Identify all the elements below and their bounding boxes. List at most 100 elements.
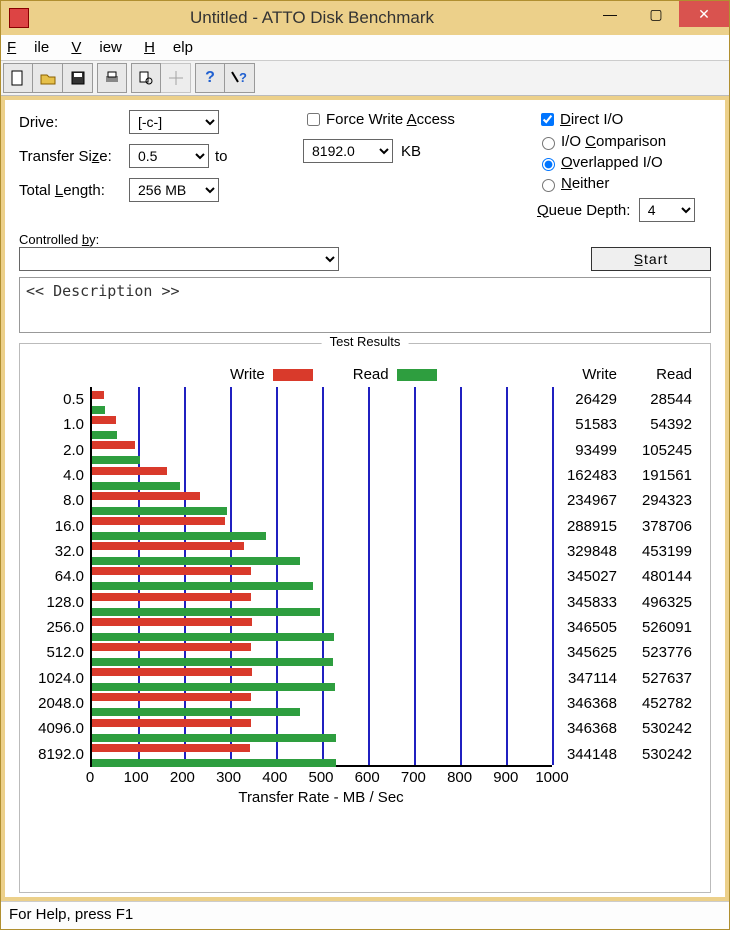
save-icon[interactable] xyxy=(63,63,93,93)
write-value: 162483 xyxy=(552,463,617,488)
x-tick: 300 xyxy=(216,769,241,786)
kb-label: KB xyxy=(401,143,421,160)
io-comparison-radio[interactable] xyxy=(542,137,555,150)
legend-read-swatch xyxy=(397,369,437,381)
whatsthis-icon[interactable]: ? xyxy=(225,63,255,93)
write-value: 347114 xyxy=(552,666,617,691)
neither-label: Neither xyxy=(561,175,609,192)
toolbar: ? ? xyxy=(1,61,729,96)
results-title: Test Results xyxy=(322,334,409,349)
y-label: 128.0 xyxy=(28,590,90,615)
drive-label: Drive: xyxy=(19,114,129,131)
read-value: 378706 xyxy=(627,514,692,539)
overlapped-label: Overlapped I/O xyxy=(561,154,663,171)
read-value: 496325 xyxy=(627,590,692,615)
svg-text:?: ? xyxy=(239,70,247,85)
write-value: 93499 xyxy=(552,438,617,463)
write-value: 288915 xyxy=(552,514,617,539)
tlen-label: Total Length: xyxy=(19,182,129,199)
y-label: 0.5 xyxy=(28,387,90,412)
y-label: 512.0 xyxy=(28,640,90,665)
y-label: 16.0 xyxy=(28,514,90,539)
read-value: 54392 xyxy=(627,412,692,437)
move-icon[interactable] xyxy=(161,63,191,93)
titlebar[interactable]: Untitled - ATTO Disk Benchmark — ▢ ✕ xyxy=(1,1,729,35)
tlen-select[interactable]: 256 MB xyxy=(129,178,219,202)
x-tick: 400 xyxy=(262,769,287,786)
status-bar: For Help, press F1 xyxy=(1,901,729,929)
qdepth-label: Queue Depth: xyxy=(537,202,630,219)
x-tick: 600 xyxy=(355,769,380,786)
y-label: 256.0 xyxy=(28,615,90,640)
menu-help[interactable]: Help xyxy=(144,39,193,56)
read-value: 453199 xyxy=(627,539,692,564)
x-tick: 500 xyxy=(308,769,333,786)
y-label: 8192.0 xyxy=(28,742,90,767)
read-value: 523776 xyxy=(627,640,692,665)
read-value: 530242 xyxy=(627,742,692,767)
read-value: 191561 xyxy=(627,463,692,488)
tsize-to-select[interactable]: 8192.0 xyxy=(303,139,393,163)
y-label: 64.0 xyxy=(28,564,90,589)
write-value: 344148 xyxy=(552,742,617,767)
controlled-by-select[interactable] xyxy=(19,247,339,271)
write-value: 26429 xyxy=(552,387,617,412)
x-axis-label: Transfer Rate - MB / Sec xyxy=(238,789,403,806)
x-tick: 100 xyxy=(124,769,149,786)
minimize-button[interactable]: — xyxy=(587,1,633,27)
read-value: 530242 xyxy=(627,716,692,741)
read-value: 480144 xyxy=(627,564,692,589)
y-label: 32.0 xyxy=(28,539,90,564)
write-value: 234967 xyxy=(552,488,617,513)
window-title: Untitled - ATTO Disk Benchmark xyxy=(37,8,587,28)
io-comparison-label: I/O Comparison xyxy=(561,133,666,150)
force-write-label: Force Write Access xyxy=(326,111,455,128)
legend-write-swatch xyxy=(273,369,313,381)
y-label: 4.0 xyxy=(28,463,90,488)
write-value: 329848 xyxy=(552,539,617,564)
write-value: 346368 xyxy=(552,691,617,716)
menu-file[interactable]: File xyxy=(7,39,49,56)
open-icon[interactable] xyxy=(33,63,63,93)
new-icon[interactable] xyxy=(3,63,33,93)
y-label: 2.0 xyxy=(28,438,90,463)
write-value: 345833 xyxy=(552,590,617,615)
read-value: 294323 xyxy=(627,488,692,513)
write-value: 51583 xyxy=(552,412,617,437)
start-button[interactable]: S̲tart xyxy=(591,247,711,271)
x-tick: 800 xyxy=(447,769,472,786)
write-value: 345027 xyxy=(552,564,617,589)
preview-icon[interactable] xyxy=(131,63,161,93)
direct-io-label: Direct I/O xyxy=(560,111,623,128)
x-tick: 900 xyxy=(493,769,518,786)
menubar: File View Help xyxy=(1,35,729,61)
write-value: 346368 xyxy=(552,716,617,741)
tsize-label: Transfer Size: xyxy=(19,148,129,165)
x-tick: 1000 xyxy=(535,769,568,786)
results-panel: Test Results Write Read Write Read 0.51.… xyxy=(19,343,711,893)
read-value: 452782 xyxy=(627,691,692,716)
y-label: 8.0 xyxy=(28,488,90,513)
force-write-checkbox[interactable] xyxy=(307,113,320,126)
app-window: Untitled - ATTO Disk Benchmark — ▢ ✕ Fil… xyxy=(0,0,730,930)
read-value: 527637 xyxy=(627,666,692,691)
qdepth-select[interactable]: 4 xyxy=(639,198,695,222)
x-tick: 0 xyxy=(86,769,94,786)
controlled-by-label: Controlled by: xyxy=(19,232,711,247)
legend-write-label: Write xyxy=(230,366,265,383)
drive-select[interactable]: [-c-] xyxy=(129,110,219,134)
direct-io-checkbox[interactable] xyxy=(541,113,554,126)
maximize-button[interactable]: ▢ xyxy=(633,1,679,27)
col-header-read: Read xyxy=(627,366,702,387)
neither-radio[interactable] xyxy=(542,179,555,192)
menu-view[interactable]: View xyxy=(71,39,122,56)
overlapped-radio[interactable] xyxy=(542,158,555,171)
col-header-write: Write xyxy=(552,366,627,387)
tsize-from-select[interactable]: 0.5 xyxy=(129,144,209,168)
print-icon[interactable] xyxy=(97,63,127,93)
description-input[interactable]: << Description >> xyxy=(19,277,711,333)
y-label: 4096.0 xyxy=(28,716,90,741)
help-icon[interactable]: ? xyxy=(195,63,225,93)
close-button[interactable]: ✕ xyxy=(679,1,729,27)
chart: 0.51.02.04.08.016.032.064.0128.0256.0512… xyxy=(28,387,702,767)
